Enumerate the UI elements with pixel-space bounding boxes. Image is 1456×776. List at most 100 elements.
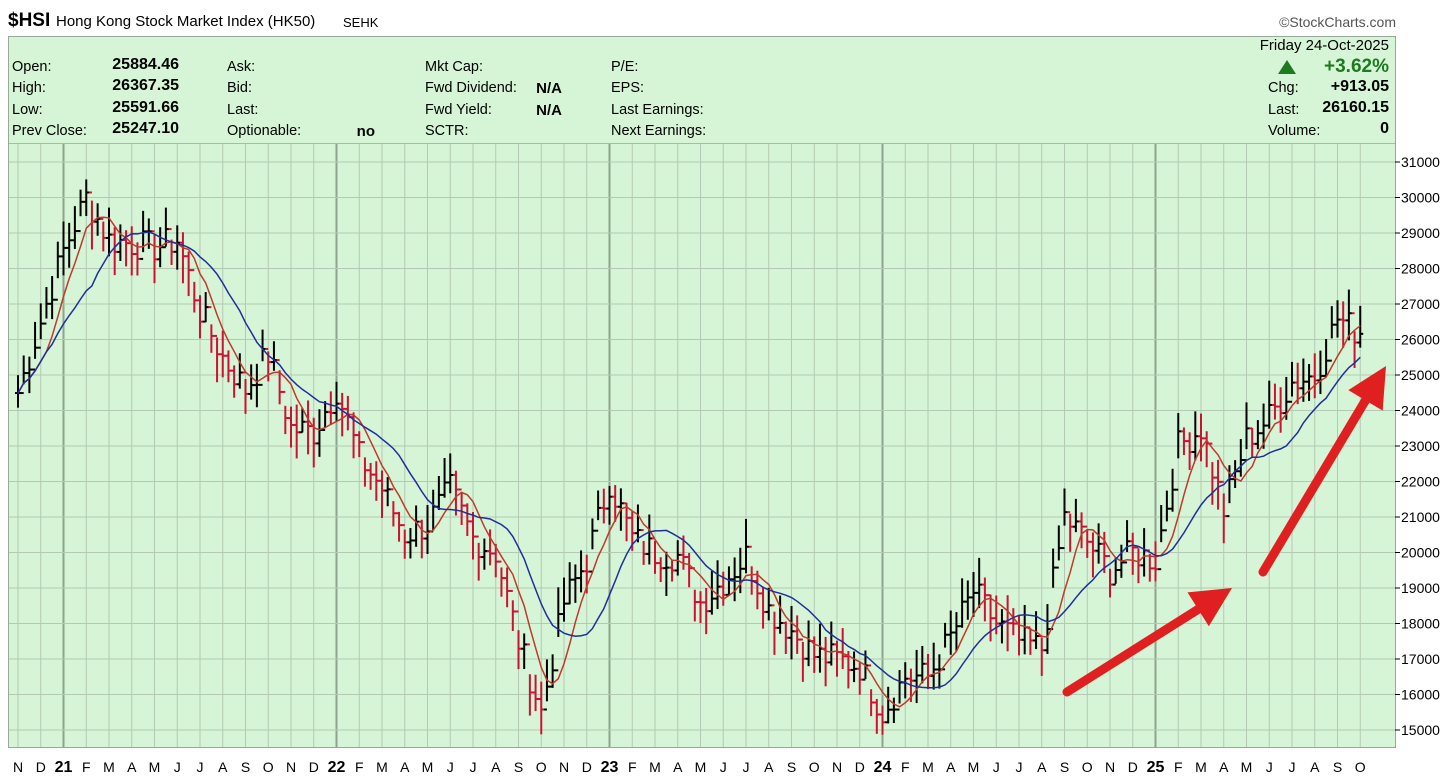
x-tick-label: M [649, 759, 661, 775]
last-price-label: Last: [1268, 102, 1300, 118]
price-tick-label: 25000 [1401, 367, 1440, 383]
x-tick-label: O [1082, 759, 1093, 775]
x-tick-label: 24 [874, 759, 892, 776]
x-tick-label: A [673, 759, 683, 775]
volume-value: 0 [1380, 120, 1389, 137]
moving-average-fast-line [17, 216, 1361, 708]
price-tick-label: 30000 [1401, 190, 1440, 206]
last-label: Last: [227, 102, 259, 118]
x-tick-label: J [174, 759, 181, 775]
x-tick-label: M [1241, 759, 1253, 775]
prev-close-label: Prev Close: [12, 123, 87, 139]
x-tick-label: A [400, 759, 410, 775]
x-tick-label: A [1310, 759, 1320, 775]
x-tick-label: 22 [328, 759, 346, 776]
price-tick-label: 18000 [1401, 616, 1440, 632]
annotation-arrow-1-head [1187, 588, 1232, 627]
price-tick-label: 22000 [1401, 474, 1440, 490]
volume-label: Volume: [1268, 123, 1321, 139]
x-tick-label: J [197, 759, 204, 775]
x-tick-label: A [946, 759, 956, 775]
high-label: High: [12, 80, 46, 96]
x-tick-label: O [263, 759, 274, 775]
x-tick-label: F [355, 759, 364, 775]
sctr-label: SCTR: [425, 123, 469, 139]
optionable-value: no [356, 123, 375, 140]
x-tick-label: 23 [601, 759, 619, 776]
price-tick-label: 17000 [1401, 651, 1440, 667]
x-tick-label: F [82, 759, 91, 775]
x-tick-label: M [422, 759, 434, 775]
x-tick-label: J [1266, 759, 1273, 775]
x-tick-label: D [1128, 759, 1138, 775]
x-tick-label: A [491, 759, 501, 775]
price-tick-label: 28000 [1401, 261, 1440, 277]
optionable-label: Optionable: [227, 123, 302, 139]
x-tick-label: S [1060, 759, 1069, 775]
x-tick-label: N [286, 759, 296, 775]
price-tick-label: 15000 [1401, 722, 1440, 738]
low-label: Low: [12, 102, 43, 118]
open-label: Open: [12, 59, 52, 75]
chg-label: Chg: [1268, 80, 1299, 96]
x-tick-label: F [628, 759, 637, 775]
high-value: 26367.35 [112, 77, 179, 94]
last-earnings-label: Last Earnings: [611, 102, 704, 118]
x-tick-label: D [36, 759, 46, 775]
x-tick-label: A [1219, 759, 1229, 775]
x-tick-label: N [559, 759, 569, 775]
x-tick-label: A [1037, 759, 1047, 775]
price-tick-label: 26000 [1401, 332, 1440, 348]
x-tick-label: N [1105, 759, 1115, 775]
quote-date: Friday 24-Oct-2025 [1259, 37, 1389, 54]
symbol-label: $HSI [8, 10, 51, 31]
price-tick-label: 20000 [1401, 545, 1440, 561]
x-tick-label: J [993, 759, 1000, 775]
x-tick-label: M [376, 759, 388, 775]
mkt-cap-label: Mkt Cap: [425, 59, 484, 75]
quote-info-panel: Open: 25884.46 High: 26367.35 Low: 25591… [9, 37, 1395, 144]
fwd-dividend-value: N/A [536, 80, 562, 97]
x-tick-label: M [1195, 759, 1207, 775]
fwd-yield-value: N/A [536, 102, 562, 119]
x-tick-label: M [968, 759, 980, 775]
x-tick-label: N [13, 759, 23, 775]
stockcharts-watermark: ©StockCharts.com [1279, 14, 1396, 30]
x-tick-label: J [743, 759, 750, 775]
moving-average-slow-line [17, 231, 1361, 689]
next-earnings-label: Next Earnings: [611, 123, 707, 139]
x-tick-label: J [1289, 759, 1296, 775]
fwd-yield-label: Fwd Yield: [425, 102, 492, 118]
prev-close-value: 25247.10 [112, 120, 179, 137]
price-tick-label: 16000 [1401, 687, 1440, 703]
x-tick-label: S [1333, 759, 1342, 775]
x-tick-label: J [1016, 759, 1023, 775]
x-tick-label: D [309, 759, 319, 775]
x-tick-label: S [514, 759, 523, 775]
low-value: 25591.66 [112, 99, 179, 116]
title-bar: $HSI Hong Kong Stock Market Index (HK50)… [0, 0, 1456, 36]
x-tick-label: J [470, 759, 477, 775]
annotation-arrow-2-shaft [1258, 395, 1370, 577]
open-value: 25884.46 [112, 56, 179, 73]
x-tick-label: D [582, 759, 592, 775]
price-tick-label: 23000 [1401, 438, 1440, 454]
up-triangle-icon [1278, 60, 1296, 74]
x-tick-label: M [149, 759, 161, 775]
x-tick-label: F [1174, 759, 1183, 775]
chg-value: +913.05 [1330, 78, 1389, 95]
ask-label: Ask: [227, 59, 256, 75]
x-tick-label: J [720, 759, 727, 775]
pe-label: P/E: [611, 59, 639, 75]
x-tick-label: O [536, 759, 547, 775]
x-tick-label: A [218, 759, 228, 775]
x-tick-label: S [787, 759, 796, 775]
annotation-arrow-2-head [1348, 366, 1386, 411]
x-tick-label: J [447, 759, 454, 775]
x-tick-label: D [855, 759, 865, 775]
annotation-arrow-1-shaft [1062, 604, 1203, 697]
instrument-name: Hong Kong Stock Market Index (HK50) [56, 13, 316, 30]
x-tick-label: S [241, 759, 250, 775]
x-tick-label: F [901, 759, 910, 775]
